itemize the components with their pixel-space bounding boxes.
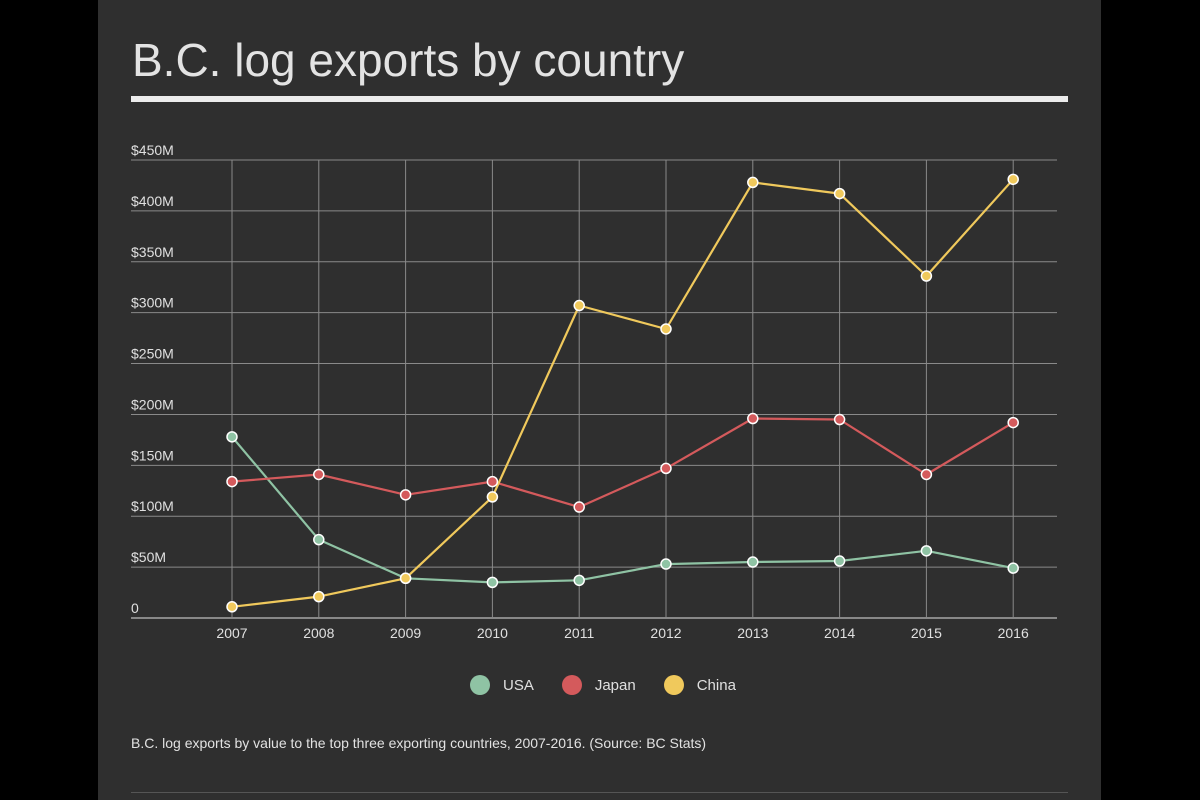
data-point-japan xyxy=(660,462,672,475)
legend-swatch-china xyxy=(663,675,684,695)
legend-swatch-japan xyxy=(561,675,582,695)
data-point-usa xyxy=(486,576,499,589)
data-point-china xyxy=(1007,173,1019,186)
x-axis-tick-labels: 2007 2008 2009 2010 2011 2012 2013 2014 2015 2016 xyxy=(216,625,1029,641)
x-tick-label: 2012 xyxy=(650,625,681,641)
data-point-japan xyxy=(920,468,933,481)
chart-panel xyxy=(98,0,1101,800)
legend-swatch-usa xyxy=(470,675,490,695)
data-point-usa xyxy=(226,431,238,443)
series-line-china xyxy=(231,178,1015,608)
data-point-japan xyxy=(747,412,759,425)
data-point-usa xyxy=(573,574,585,587)
y-tick-label: $450M xyxy=(131,142,174,158)
data-point-china xyxy=(486,491,499,503)
bottom-divider xyxy=(131,792,1068,793)
legend-item-china: China xyxy=(663,675,736,695)
x-tick-label: 2008 xyxy=(303,625,334,641)
series-lines xyxy=(231,178,1015,608)
horizontal-gridlines xyxy=(131,159,1057,619)
y-tick-label: 0 xyxy=(131,600,139,616)
series-points xyxy=(226,173,1019,613)
x-tick-label: 2015 xyxy=(911,625,942,641)
data-point-usa xyxy=(833,555,846,567)
data-point-china xyxy=(399,572,412,585)
x-tick-label: 2013 xyxy=(737,625,768,641)
data-point-japan xyxy=(399,489,412,501)
chart-caption: B.C. log exports by value to the top thr… xyxy=(131,735,707,751)
data-point-china xyxy=(660,323,672,335)
x-tick-label: 2009 xyxy=(390,625,421,641)
y-tick-label: $200M xyxy=(131,396,174,412)
legend-label: USA xyxy=(503,676,534,694)
data-point-china xyxy=(226,601,238,613)
y-tick-label: $250M xyxy=(131,346,174,362)
data-point-china xyxy=(313,590,325,603)
legend-label: Japan xyxy=(594,676,636,694)
data-point-japan xyxy=(226,475,238,488)
series-line-japan xyxy=(231,417,1014,509)
data-point-japan xyxy=(573,501,585,513)
y-tick-label: $100M xyxy=(131,498,174,514)
data-point-japan xyxy=(313,468,325,481)
data-point-usa xyxy=(747,556,759,568)
chart-title: B.C. log exports by country xyxy=(132,34,685,86)
data-point-japan xyxy=(486,475,499,488)
data-point-china xyxy=(833,187,846,200)
data-point-usa xyxy=(920,545,933,557)
data-point-china xyxy=(747,176,759,189)
legend-item-usa: USA xyxy=(470,675,534,695)
title-underline xyxy=(131,96,1068,102)
x-tick-label: 2014 xyxy=(824,625,855,641)
y-axis-tick-labels: 0 $50M $100M $150M $200M $250M $300M $350M $400M… xyxy=(131,142,174,616)
legend-label: China xyxy=(696,676,736,694)
x-tick-label: 2011 xyxy=(564,625,594,641)
legend: USA Japan China xyxy=(470,672,764,698)
data-point-usa xyxy=(313,533,325,546)
legend-item-japan: Japan xyxy=(561,675,636,695)
x-tick-label: 2016 xyxy=(998,625,1029,641)
x-tick-label: 2007 xyxy=(216,625,247,641)
data-point-china xyxy=(573,299,585,312)
vertical-gridlines xyxy=(231,160,1014,618)
y-tick-label: $400M xyxy=(131,193,174,209)
y-tick-label: $300M xyxy=(131,295,174,311)
data-point-japan xyxy=(833,413,846,426)
series-line-usa xyxy=(231,436,1014,584)
data-point-china xyxy=(920,270,933,282)
data-point-usa xyxy=(1007,562,1019,574)
data-point-japan xyxy=(1007,416,1019,429)
data-point-usa xyxy=(660,558,672,570)
y-tick-label: $350M xyxy=(131,244,174,260)
y-tick-label: $50M xyxy=(131,549,166,565)
y-tick-label: $150M xyxy=(131,447,174,463)
x-tick-label: 2010 xyxy=(477,625,508,641)
